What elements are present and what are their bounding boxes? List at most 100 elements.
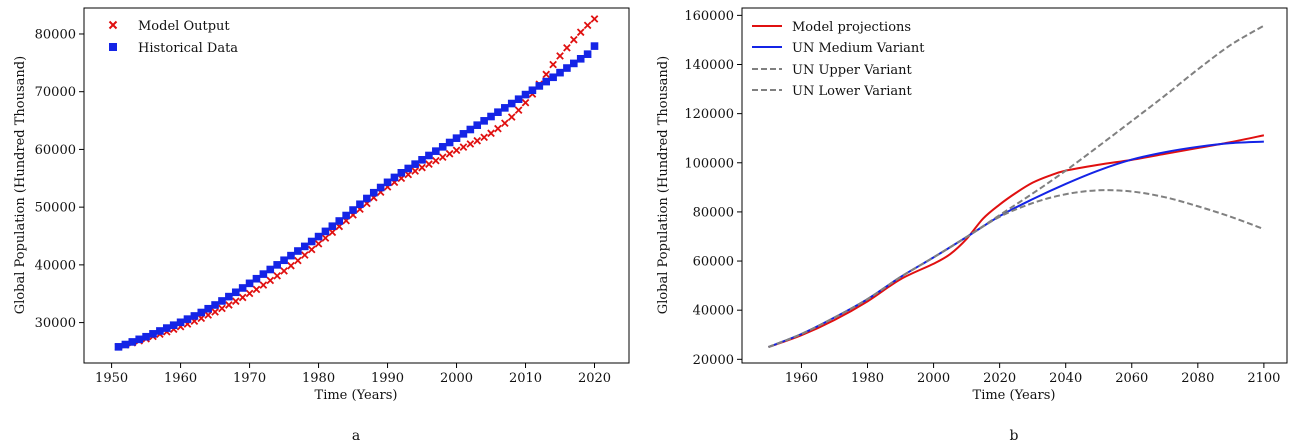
line-model-projections bbox=[768, 134, 1265, 348]
point-historical-data bbox=[294, 247, 302, 255]
point-model-output bbox=[563, 43, 571, 52]
point-historical-data bbox=[528, 86, 537, 95]
panel-b-y-tick-label: 160000 bbox=[684, 9, 734, 24]
point-model-output bbox=[294, 256, 302, 265]
point-historical-data bbox=[452, 134, 461, 142]
point-model-output bbox=[245, 289, 254, 298]
panel-b-lines bbox=[768, 24, 1265, 348]
point-model-output bbox=[500, 119, 509, 127]
point-historical-data bbox=[383, 178, 392, 187]
point-historical-data bbox=[266, 265, 275, 274]
panel-a-y-tick-label: 30000 bbox=[35, 316, 76, 331]
panel-a-y-axis-label: Global Population (Hundred Thousand) bbox=[13, 56, 28, 314]
point-historical-data bbox=[342, 211, 350, 220]
point-model-output bbox=[321, 234, 330, 242]
point-historical-data bbox=[121, 340, 130, 349]
point-historical-data bbox=[183, 315, 192, 323]
panel-a-x-tick-label: 1970 bbox=[233, 371, 266, 386]
point-model-output bbox=[211, 308, 219, 316]
panel-b-x-tick-label: 2000 bbox=[917, 371, 950, 386]
panel-b-x-axis-label: Time (Years) bbox=[973, 388, 1056, 403]
point-model-output bbox=[466, 140, 475, 148]
panel-a-x-tick-label: 2020 bbox=[578, 371, 611, 386]
point-historical-data bbox=[487, 112, 495, 121]
point-model-output bbox=[480, 133, 488, 142]
point-historical-data bbox=[473, 121, 482, 129]
point-historical-data bbox=[252, 274, 261, 283]
point-historical-data bbox=[114, 343, 123, 351]
point-historical-data bbox=[328, 222, 337, 230]
point-model-output bbox=[452, 146, 461, 155]
series-historical-data bbox=[114, 42, 599, 351]
panel-b-x-tick-label: 1980 bbox=[851, 371, 884, 386]
point-model-output bbox=[521, 98, 530, 107]
panel-b-y-ticks: 20000 40000 60000 80000 100000 120000 140000 16… bbox=[684, 9, 742, 368]
point-historical-data bbox=[238, 284, 247, 292]
point-historical-data bbox=[162, 324, 171, 332]
point-historical-data bbox=[576, 54, 585, 63]
point-historical-data bbox=[563, 64, 571, 72]
panel-b-frame bbox=[741, 7, 1288, 364]
point-model-output bbox=[404, 170, 413, 179]
point-historical-data bbox=[356, 200, 364, 209]
point-model-output bbox=[238, 293, 247, 302]
panel-a-frame bbox=[83, 7, 630, 364]
panel-a: 1950 1960 1970 1980 1990 2000 2010 2020 30000 40… bbox=[13, 7, 630, 444]
point-historical-data bbox=[363, 194, 371, 203]
point-model-output bbox=[418, 163, 426, 172]
panel-a-x-tick-label: 1950 bbox=[95, 371, 128, 386]
point-historical-data bbox=[314, 232, 323, 241]
point-model-output bbox=[583, 21, 592, 30]
point-historical-data bbox=[507, 99, 516, 108]
point-historical-data bbox=[466, 125, 475, 134]
point-historical-data bbox=[480, 117, 488, 125]
panel-a-y-tick-label: 50000 bbox=[35, 201, 76, 216]
point-model-output bbox=[314, 239, 323, 248]
line-un-lower-variant bbox=[768, 189, 1265, 348]
point-historical-data bbox=[549, 73, 557, 82]
panel-a-legend: Model Output Historical Data bbox=[108, 19, 238, 56]
panel-b-x-tick-label: 2020 bbox=[983, 371, 1016, 386]
panel-b-x-tick-label: 1960 bbox=[785, 371, 818, 386]
point-historical-data bbox=[211, 301, 219, 309]
panel-a-y-tick-label: 80000 bbox=[35, 27, 76, 42]
point-historical-data bbox=[535, 82, 544, 90]
point-model-output bbox=[487, 129, 495, 138]
point-historical-data bbox=[390, 173, 399, 182]
point-model-output bbox=[556, 52, 564, 60]
point-model-output bbox=[252, 285, 261, 294]
point-historical-data bbox=[376, 183, 385, 192]
point-historical-data bbox=[197, 308, 206, 317]
panel-b-x-tick-label: 2060 bbox=[1115, 371, 1148, 386]
point-historical-data bbox=[169, 321, 178, 329]
panel-b-y-axis-label: Global Population (Hundred Thousand) bbox=[656, 56, 671, 314]
panel-b-x-tick-label: 2080 bbox=[1181, 371, 1214, 386]
point-historical-data bbox=[128, 338, 137, 346]
panel-a-y-tick-label: 60000 bbox=[35, 143, 76, 158]
point-historical-data bbox=[218, 297, 226, 305]
legend-label-un-medium: UN Medium Variant bbox=[792, 41, 925, 56]
point-historical-data bbox=[445, 138, 454, 147]
point-model-output bbox=[494, 124, 502, 133]
panel-a-x-tick-label: 1980 bbox=[302, 371, 335, 386]
point-model-output bbox=[218, 304, 226, 313]
panel-a-x-axis-label: Time (Years) bbox=[315, 388, 398, 403]
point-model-output bbox=[411, 167, 419, 175]
panel-a-marks bbox=[114, 15, 599, 351]
panel-b-subtitle: b bbox=[1010, 428, 1019, 444]
point-historical-data bbox=[273, 261, 281, 269]
point-model-output bbox=[266, 276, 275, 285]
point-historical-data bbox=[432, 147, 440, 155]
panel-a-subtitle: a bbox=[352, 428, 360, 444]
point-model-output bbox=[328, 228, 337, 237]
panel-b-y-tick-label: 100000 bbox=[684, 156, 734, 171]
legend-marker-model-output bbox=[108, 20, 118, 30]
point-model-output bbox=[473, 136, 482, 145]
point-historical-data bbox=[349, 206, 357, 214]
series-model-output bbox=[114, 15, 599, 351]
point-model-output bbox=[307, 245, 316, 254]
point-historical-data bbox=[438, 143, 447, 151]
point-historical-data bbox=[494, 108, 502, 116]
point-model-output bbox=[507, 113, 516, 121]
